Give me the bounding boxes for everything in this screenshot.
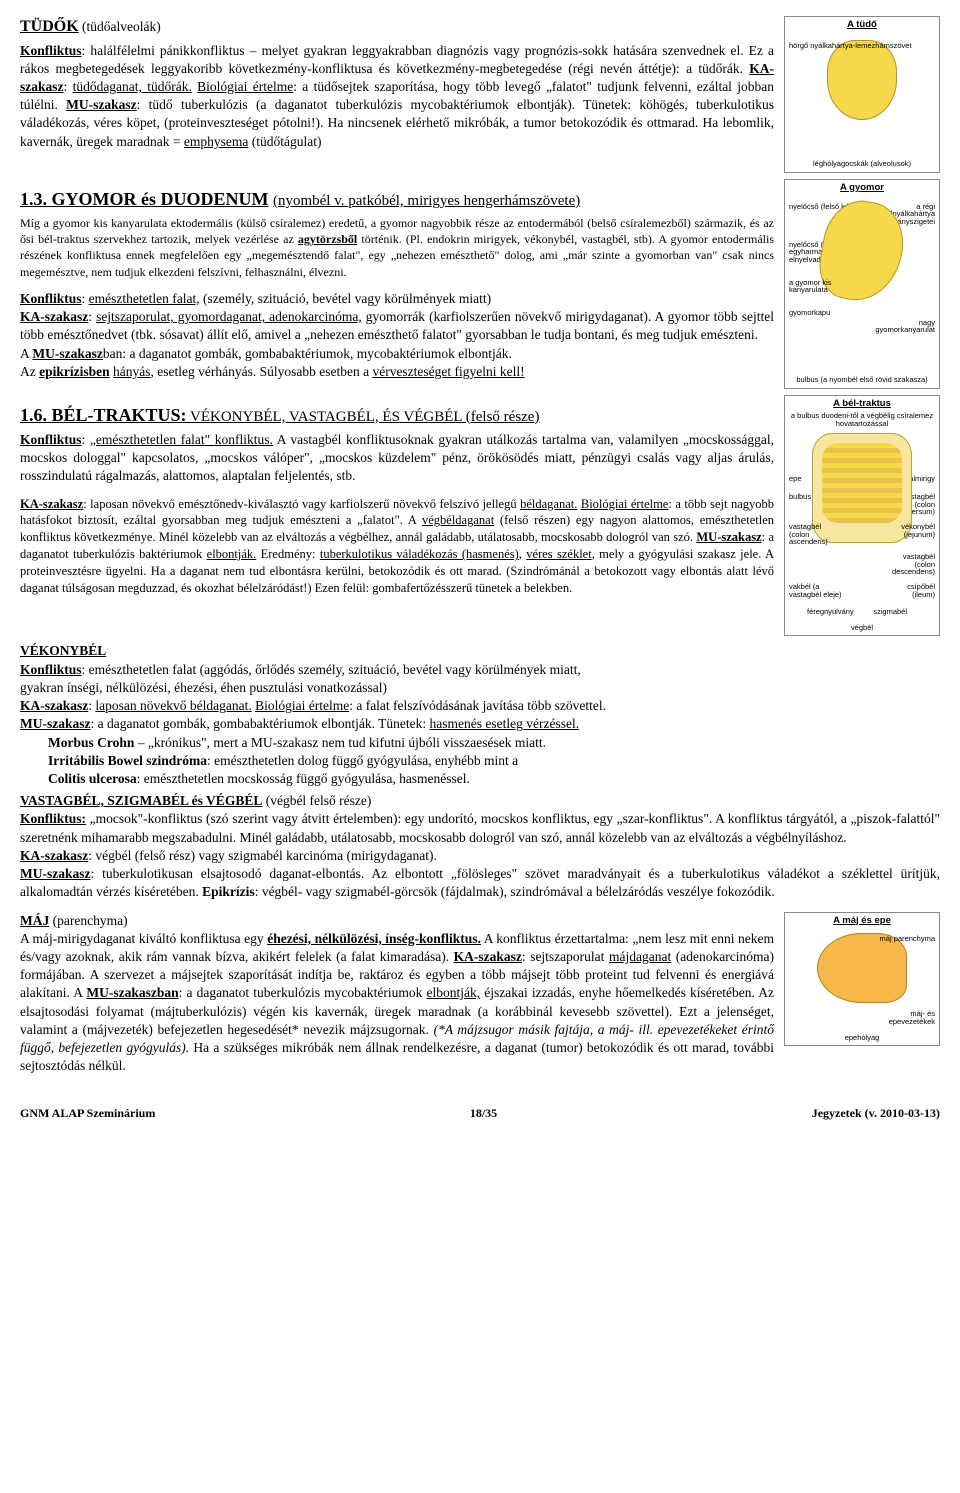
vastagbel-section: VASTAGBÉL, SZIGMABÉL és VÉGBÉL (végbél f… (20, 792, 940, 901)
footer-right: Jegyzetek (v. 2010-03-13) (812, 1105, 940, 1121)
footer-left: GNM ALAP Szeminárium (20, 1105, 155, 1121)
figure-stomach: A gyomor nyelőcső (felső kétharmad) a ré… (784, 179, 940, 389)
vekony-indent: Morbus Crohn – „krónikus", mert a MU-sza… (20, 734, 940, 789)
figure-liver-body: máj parenchyma máj- és epevezetékek epeh… (787, 933, 937, 1043)
figure-liver-title: A máj és epe (787, 915, 937, 928)
figure-bowel-title: A bél-traktus (787, 398, 937, 411)
figure-stomach-title: A gyomor (787, 182, 937, 195)
figure-lung-title: A tüdő (787, 19, 937, 32)
liver-shape (817, 933, 907, 1003)
figure-bowel: A bél-traktus a bulbus duodeni-től a vég… (784, 395, 940, 637)
figure-liver: A máj és epe máj parenchyma máj- és epev… (784, 912, 940, 1047)
page-footer: GNM ALAP Szeminárium 18/35 Jegyzetek (v.… (20, 1105, 940, 1121)
vekonybel-section: VÉKONYBÉL Konfliktus: emészthetetlen fal… (20, 642, 940, 788)
figure-lung: A tüdő hörgő nyálkahártya-lemezhámszövet… (784, 16, 940, 173)
figure-lung-body: hörgő nyálkahártya-lemezhámszövet léghól… (787, 40, 937, 170)
lung-shape (827, 40, 897, 120)
figure-bowel-body: nyelőcső máj epe gyomor hasnyálmirigy bu… (787, 433, 937, 633)
footer-center: 18/35 (470, 1105, 497, 1121)
figure-stomach-body: nyelőcső (felső kétharmad) a régi bélnyá… (787, 201, 937, 386)
